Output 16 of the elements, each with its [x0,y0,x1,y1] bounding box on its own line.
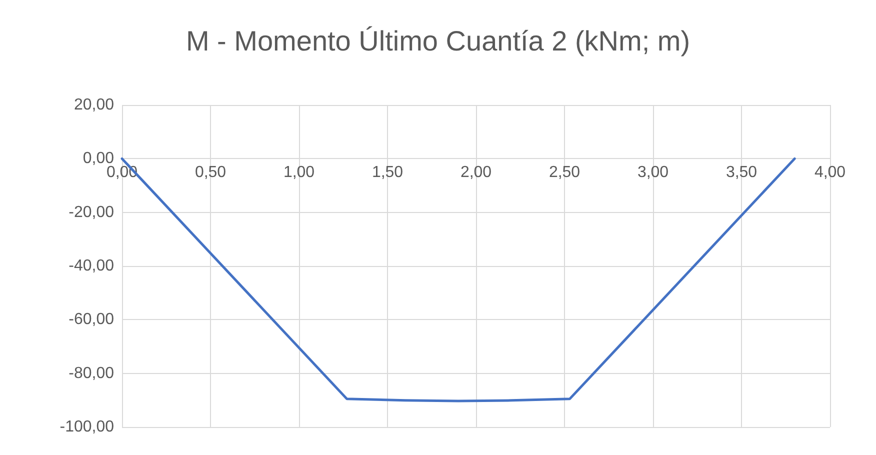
x-tick-label: 1,50 [372,164,404,182]
x-tick-label: 4,00 [814,164,846,182]
y-tick-label: 0,00 [82,150,114,168]
y-tick-label: -80,00 [68,364,114,382]
x-tick-label: 1,00 [283,164,315,182]
x-tick-label: 0,50 [194,164,226,182]
x-tick-label: 3,00 [637,164,669,182]
y-tick-label: -100,00 [60,418,114,436]
y-tick-label: -40,00 [68,258,114,274]
y-tick-label: -60,00 [68,311,114,328]
x-tick-label: 3,50 [726,164,758,182]
x-tick-label: 2,00 [460,164,492,182]
chart-title: M - Momento Último Cuantía 2 (kNm; m) [186,26,690,56]
y-tick-label: -20,00 [68,204,114,221]
y-tick-label: 20,00 [74,96,114,114]
x-tick-label: 2,50 [548,164,580,182]
